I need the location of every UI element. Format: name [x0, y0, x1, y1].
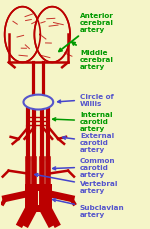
- Text: Vertebral
artery: Vertebral artery: [35, 174, 118, 193]
- Polygon shape: [34, 8, 70, 63]
- Text: Common
carotid
artery: Common carotid artery: [53, 157, 116, 177]
- Text: Circle of
Willis: Circle of Willis: [58, 93, 114, 106]
- Polygon shape: [5, 8, 40, 63]
- Text: Subclavian
artery: Subclavian artery: [53, 199, 125, 217]
- Text: Middle
cerebral
artery: Middle cerebral artery: [72, 43, 114, 70]
- Ellipse shape: [24, 95, 53, 110]
- Text: Anterior
cerebral
artery: Anterior cerebral artery: [59, 13, 114, 52]
- Text: Internal
carotid
artery: Internal carotid artery: [53, 112, 112, 131]
- Text: External
carotid
artery: External carotid artery: [63, 132, 114, 152]
